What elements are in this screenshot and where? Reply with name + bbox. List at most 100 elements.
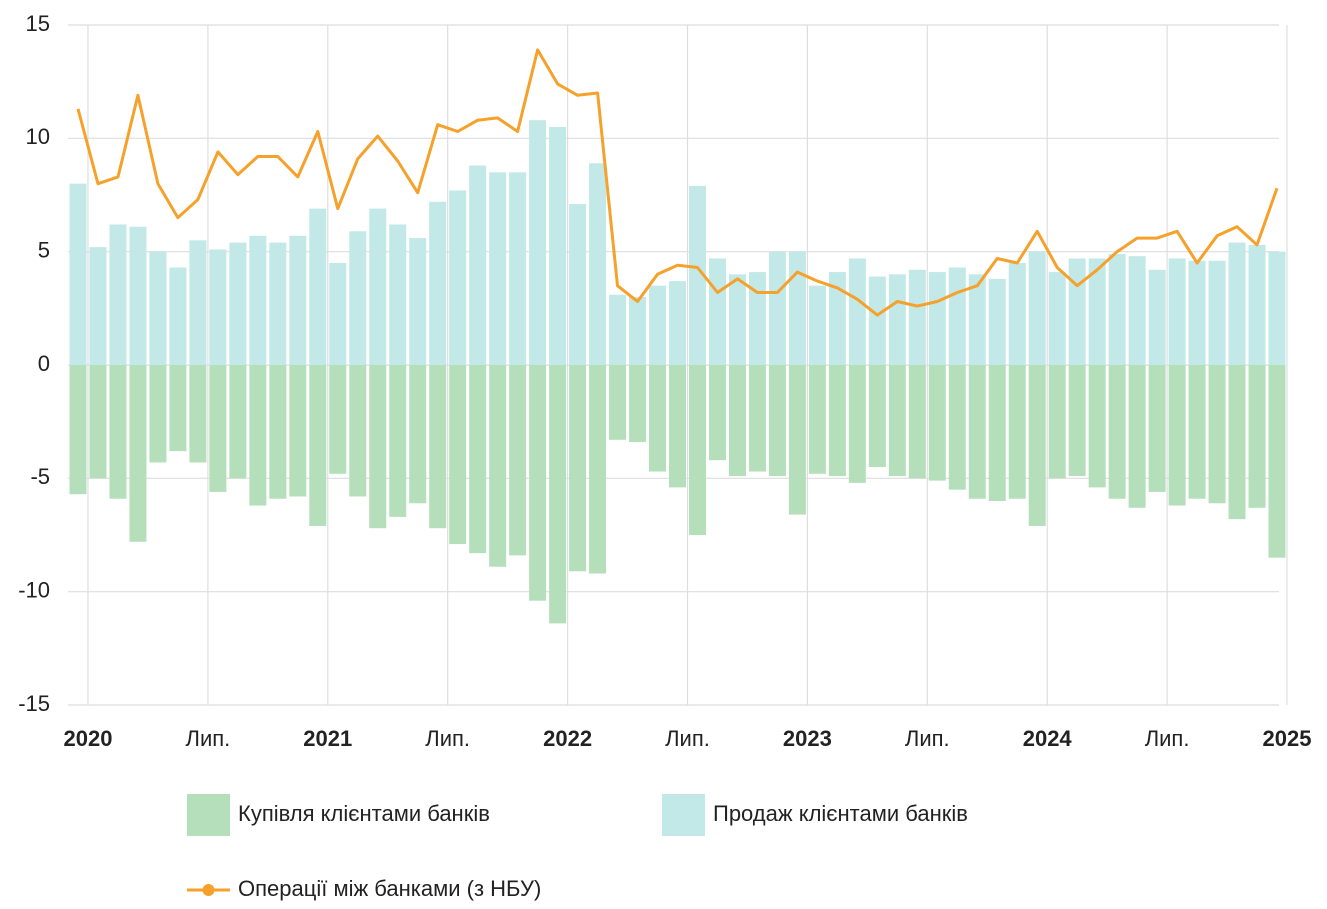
- bar: [149, 365, 167, 463]
- bar: [848, 365, 866, 483]
- bar: [828, 272, 846, 365]
- bar: [1028, 251, 1046, 365]
- bar: [1048, 272, 1066, 365]
- bar: [828, 365, 846, 477]
- bar: [1268, 251, 1286, 365]
- y-tick-label: 10: [26, 124, 50, 149]
- bar: [489, 365, 507, 567]
- bar: [688, 365, 706, 535]
- bar: [1128, 256, 1146, 365]
- bar: [169, 365, 187, 452]
- bar: [289, 235, 307, 365]
- bar: [549, 127, 567, 365]
- x-tick-label: 2024: [1023, 726, 1073, 751]
- bar: [109, 365, 127, 499]
- y-tick-label: -10: [18, 577, 50, 602]
- bar: [1088, 365, 1106, 488]
- bar: [748, 365, 766, 472]
- bar: [908, 269, 926, 365]
- y-tick-label: 5: [38, 237, 50, 262]
- bar: [329, 263, 347, 365]
- bar: [948, 365, 966, 490]
- bar: [1228, 242, 1246, 365]
- bar: [249, 365, 267, 506]
- bar: [728, 274, 746, 365]
- bar: [69, 183, 87, 365]
- bar: [1168, 258, 1186, 365]
- bars: [69, 120, 1286, 624]
- bar: [389, 224, 407, 365]
- bar: [469, 165, 487, 365]
- bar: [988, 365, 1006, 501]
- bar: [1148, 269, 1166, 365]
- bar: [728, 365, 746, 477]
- bar: [1028, 365, 1046, 526]
- bar: [1108, 365, 1126, 499]
- bar: [1148, 365, 1166, 492]
- x-tick-label: Лип.: [186, 726, 231, 751]
- bar: [429, 201, 447, 365]
- bar: [309, 365, 327, 526]
- bar: [888, 365, 906, 477]
- y-tick-label: -15: [18, 691, 50, 716]
- y-tick-label: 15: [26, 11, 50, 36]
- bar: [289, 365, 307, 497]
- line: [76, 48, 1279, 317]
- x-tick-label: Лип.: [1145, 726, 1190, 751]
- legend-swatch: [662, 794, 705, 836]
- bar: [109, 224, 127, 365]
- bar: [589, 163, 607, 365]
- bar: [189, 365, 207, 463]
- bar: [669, 281, 686, 365]
- y-tick-label: -5: [30, 464, 50, 489]
- bar: [89, 365, 107, 479]
- bar: [1068, 258, 1086, 365]
- bar: [1268, 365, 1286, 558]
- bar: [389, 365, 407, 517]
- x-tick-label: Лип.: [425, 726, 470, 751]
- bar: [129, 365, 147, 542]
- bar: [129, 226, 147, 365]
- bar: [928, 272, 946, 365]
- bar: [1248, 365, 1266, 508]
- x-tick-label: Лип.: [665, 726, 710, 751]
- bar: [1108, 253, 1126, 365]
- bar: [1188, 260, 1206, 365]
- bar: [509, 365, 527, 556]
- x-tick-label: 2025: [1263, 726, 1312, 751]
- bar: [768, 365, 786, 477]
- bar: [1248, 244, 1266, 365]
- bar: [569, 365, 587, 572]
- bar: [688, 185, 706, 365]
- bar: [509, 172, 527, 365]
- bar: [669, 365, 686, 488]
- bar: [788, 251, 806, 365]
- bar: [529, 120, 547, 365]
- x-tick-label: Лип.: [905, 726, 950, 751]
- bar: [469, 365, 487, 554]
- x-tick-label: 2023: [783, 726, 832, 751]
- bar: [1208, 260, 1226, 365]
- bar: [848, 258, 866, 365]
- legend-label: Продаж клієнтами банків: [713, 801, 968, 826]
- bar: [189, 240, 207, 365]
- bar: [229, 242, 247, 365]
- bar: [748, 272, 766, 365]
- bar: [649, 365, 667, 472]
- bar: [1188, 365, 1206, 499]
- bar: [609, 365, 627, 440]
- bar: [708, 258, 726, 365]
- legend-dot: [202, 884, 215, 896]
- bar: [249, 235, 267, 365]
- bar: [549, 365, 567, 624]
- bar: [868, 365, 886, 467]
- x-tick-label: 2020: [64, 726, 113, 751]
- bar: [1008, 263, 1026, 365]
- bar: [1228, 365, 1246, 520]
- bar: [768, 251, 786, 365]
- bar: [609, 294, 627, 365]
- bar: [209, 365, 227, 492]
- bar: [928, 365, 946, 481]
